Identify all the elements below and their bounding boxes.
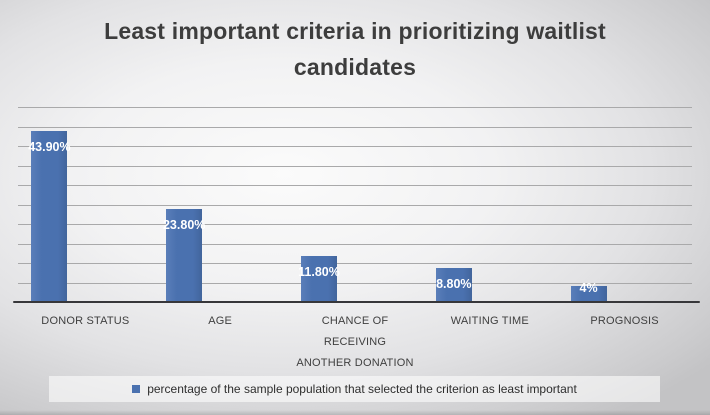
bar-value-label: 8.80% (436, 276, 472, 291)
x-axis-category-label: PROGNOSIS (590, 315, 659, 327)
x-axis-category-label: AGE (208, 315, 233, 327)
bar (166, 209, 203, 302)
bar-value-label: 23.80% (162, 218, 206, 233)
bar-value-label: 4% (579, 281, 598, 296)
gridline (18, 165, 692, 167)
chart-title: Least important criteria in prioritizing… (104, 18, 606, 80)
x-axis-line (13, 300, 700, 303)
gridline (18, 107, 692, 108)
gridline (18, 263, 692, 264)
bar (31, 130, 68, 302)
x-axis-category-label: WAITING TIME (450, 315, 529, 327)
gridline (18, 243, 692, 245)
x-axis-category-label: DONOR STATUS (41, 315, 130, 327)
legend: percentage of the sample population that… (49, 376, 660, 402)
x-axis-category-label: CHANCE OF RECEIVING ANOTHER DONATION (296, 315, 414, 369)
bar (570, 286, 607, 302)
gridline (18, 185, 692, 186)
bar-value-label: 43.90% (28, 139, 71, 154)
gridline (18, 126, 692, 128)
bar-value-label: 11.80% (298, 264, 340, 279)
gridline (18, 282, 692, 284)
bar (301, 255, 337, 302)
gridline (18, 224, 692, 225)
bar (435, 267, 472, 302)
legend-series-marker-icon (132, 385, 141, 393)
gridline (18, 204, 692, 206)
gridline (18, 146, 692, 147)
legend-label: percentage of the sample population that… (147, 382, 577, 396)
